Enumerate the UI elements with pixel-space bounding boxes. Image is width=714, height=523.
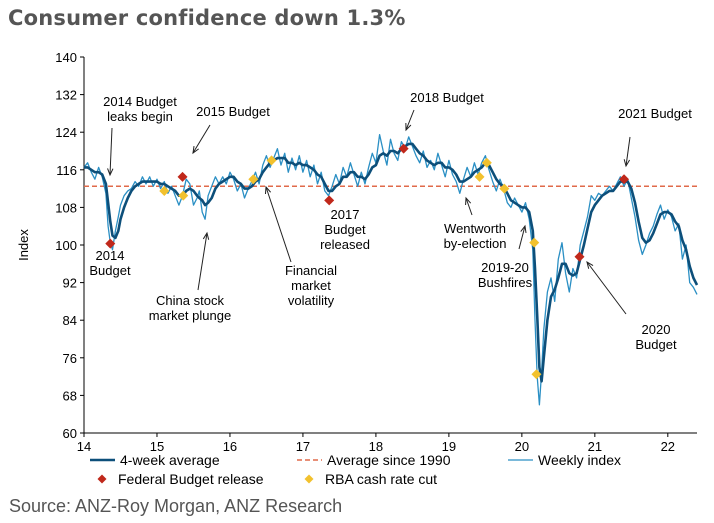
y-tick-label: 100 (55, 238, 77, 253)
annotation-arrowhead (465, 196, 472, 206)
annotation-budget-2020: 2020 (642, 322, 671, 337)
y-tick-label: 84 (63, 313, 77, 328)
annotation-arrowhead (405, 122, 412, 132)
x-tick-label: 17 (296, 439, 310, 454)
annotation-budget-2020: Budget (635, 337, 677, 352)
annotation-arrowhead (520, 224, 527, 233)
annotation-budget-2017: 2017 (331, 207, 360, 222)
x-tick-label: 15 (150, 439, 164, 454)
annotation-budget-2014: Budget (89, 263, 131, 278)
x-tick-label: 20 (515, 439, 529, 454)
annotation-arrow (586, 261, 627, 315)
annotation-budget-2015: 2015 Budget (196, 104, 270, 119)
annotation-arrow (518, 225, 526, 250)
annotation-arrow (192, 124, 211, 154)
annotation-arrowhead (623, 159, 631, 168)
annotation-budget-2017: released (320, 237, 370, 252)
annotation-budget-2017: Budget (324, 222, 366, 237)
federal-budget-marker (105, 238, 116, 249)
source-note: Source: ANZ-Roy Morgan, ANZ Research (9, 496, 343, 516)
annotation-arrowhead (107, 168, 114, 177)
y-tick-label: 132 (55, 88, 77, 103)
legend-federal-budget-release-label: Federal Budget release (118, 471, 264, 487)
legend-federal-budget-release-swatch (97, 474, 107, 484)
annotation-arrow (109, 127, 113, 176)
annotation-financial-volatility: market (291, 278, 331, 293)
legend-rba-cash-rate-cut-swatch (304, 474, 314, 484)
annotation-budget-2018: 2018 Budget (410, 90, 484, 105)
rba-rate-cut-marker (178, 190, 189, 201)
y-axis-label: Index (16, 229, 31, 261)
y-tick-label: 124 (55, 125, 77, 140)
y-tick-label: 60 (63, 426, 77, 441)
legend-average-since-1990: Average since 1990 (297, 452, 451, 468)
rba-rate-cut-marker (159, 185, 170, 196)
y-tick-label: 76 (63, 351, 77, 366)
federal-budget-marker (619, 174, 630, 185)
x-tick-label: 22 (661, 439, 675, 454)
annotation-arrowhead (264, 185, 272, 195)
annotation-arrow (625, 136, 631, 167)
annotation-budget-2014-leaks: leaks begin (107, 109, 173, 124)
annotation-wentworth: by-election (444, 236, 507, 251)
y-tick-label: 68 (63, 388, 77, 403)
annotation-financial-volatility: volatility (288, 293, 335, 308)
legend-weekly-index-label: Weekly index (538, 452, 621, 468)
x-tick-label: 21 (588, 439, 602, 454)
annotation-wentworth: Wentworth (444, 221, 506, 236)
plot-area (83, 133, 699, 406)
annotation-financial-volatility: Financial (285, 263, 337, 278)
annotation-arrowhead (192, 146, 199, 155)
y-tick-label: 108 (55, 200, 77, 215)
legend: 4-week average Average since 1990 Weekly i… (90, 452, 621, 487)
four-week-average-line (84, 142, 699, 383)
annotation-arrow (405, 109, 415, 131)
y-tick-label: 116 (56, 163, 77, 178)
legend-average-since-1990-label: Average since 1990 (327, 452, 451, 468)
annotation-arrow (265, 186, 292, 263)
legend-rba-cash-rate-cut-label: RBA cash rate cut (325, 471, 437, 487)
rba-rate-cut-marker (481, 157, 492, 168)
annotation-china-plunge: China stock (156, 293, 224, 308)
legend-four-week-average-label: 4-week average (120, 452, 220, 468)
rba-rate-cut-marker (499, 183, 510, 194)
federal-budget-marker (574, 251, 585, 262)
rba-rate-cut-marker (529, 237, 540, 248)
annotation-china-plunge: market plunge (149, 308, 231, 323)
y-tick-label: 92 (63, 276, 77, 291)
x-tick-label: 14 (77, 439, 91, 454)
legend-rba-cash-rate-cut: RBA cash rate cut (304, 471, 437, 487)
x-tick-label: 19 (442, 439, 456, 454)
rba-rate-cut-marker (531, 369, 542, 380)
rba-rate-cut-marker (474, 171, 485, 182)
annotation-budget-2014-leaks: 2014 Budget (103, 94, 177, 109)
annotation-budget-2021: 2021 Budget (618, 106, 692, 121)
annotation-bushfires: 2019-20 (481, 260, 529, 275)
y-tick-label: 140 (55, 50, 77, 65)
federal-budget-marker (324, 195, 335, 206)
rba-rate-cut-marker (248, 174, 259, 185)
legend-federal-budget-release: Federal Budget release (97, 471, 264, 487)
axes: 60 68 76 84 92 100 108 116 124 132 140 14 15 16 17 18 19… (16, 50, 697, 454)
annotation-bushfires: Bushfires (478, 275, 533, 290)
annotation-arrow (197, 232, 208, 291)
federal-budget-marker (398, 143, 409, 154)
x-tick-label: 16 (223, 439, 237, 454)
legend-weekly-index: Weekly index (508, 452, 621, 468)
legend-four-week-average: 4-week average (90, 452, 220, 468)
weekly-index-line (83, 133, 698, 406)
annotation-arrow (465, 197, 473, 216)
annotation-budget-2014: 2014 (96, 248, 125, 263)
annotation-arrowhead (586, 260, 594, 269)
x-tick-label: 18 (369, 439, 383, 454)
federal-budget-marker (177, 171, 188, 182)
chart-title: Consumer confidence down 1.3% (8, 6, 406, 30)
annotation-arrowhead (202, 231, 210, 240)
rba-rate-cut-marker (266, 155, 277, 166)
